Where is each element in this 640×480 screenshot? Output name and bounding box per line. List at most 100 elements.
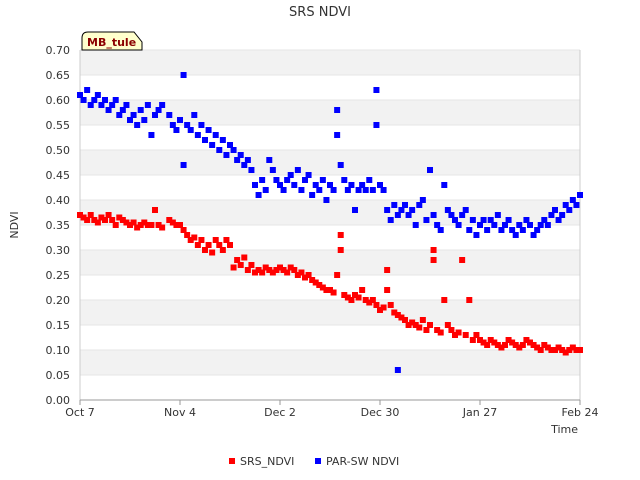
grid-band bbox=[80, 50, 580, 75]
data-point bbox=[544, 222, 551, 228]
data-point bbox=[377, 307, 383, 313]
data-point bbox=[512, 342, 519, 348]
data-point bbox=[212, 237, 219, 243]
grid-band bbox=[80, 225, 580, 250]
data-point bbox=[391, 309, 398, 316]
data-point bbox=[427, 167, 433, 173]
data-point bbox=[94, 92, 101, 98]
data-point bbox=[152, 112, 158, 118]
data-point bbox=[80, 97, 87, 103]
data-point bbox=[394, 212, 401, 218]
grid-band bbox=[80, 75, 580, 100]
data-point bbox=[280, 267, 287, 273]
data-point bbox=[337, 162, 344, 168]
data-point bbox=[227, 242, 233, 248]
data-point bbox=[384, 287, 391, 293]
data-point bbox=[373, 302, 380, 308]
x-axis: Oct 7 Nov 4 Dec 2 Dec 30 Jan 27 Feb 24 bbox=[65, 400, 598, 419]
data-point bbox=[223, 152, 230, 158]
data-point bbox=[77, 92, 83, 98]
data-point bbox=[516, 344, 523, 351]
data-point bbox=[537, 222, 544, 228]
y-tick-label: 0.35 bbox=[46, 219, 71, 232]
data-point bbox=[305, 172, 312, 178]
data-point bbox=[184, 232, 191, 238]
data-point bbox=[248, 262, 255, 268]
data-point bbox=[523, 217, 530, 223]
data-point bbox=[112, 97, 119, 103]
data-point bbox=[137, 107, 144, 113]
data-point bbox=[423, 327, 430, 333]
data-point bbox=[169, 219, 176, 226]
data-point bbox=[348, 297, 355, 303]
data-point bbox=[416, 324, 423, 331]
data-point bbox=[198, 122, 205, 128]
data-point bbox=[419, 317, 426, 323]
data-point bbox=[105, 107, 112, 113]
data-point bbox=[287, 172, 294, 178]
y-tick-label: 0.70 bbox=[46, 44, 71, 57]
data-point bbox=[448, 327, 455, 333]
data-point bbox=[530, 232, 537, 238]
data-point bbox=[91, 97, 98, 103]
data-point bbox=[330, 289, 337, 296]
x-tick-label: Nov 4 bbox=[164, 406, 196, 419]
data-point bbox=[441, 297, 448, 303]
data-point bbox=[491, 339, 498, 346]
data-point bbox=[566, 347, 573, 353]
data-point bbox=[484, 342, 491, 348]
x-tick-label: Oct 7 bbox=[65, 406, 95, 419]
data-point bbox=[444, 322, 451, 328]
legend-label: PAR-SW NDVI bbox=[326, 455, 399, 468]
data-point bbox=[123, 219, 130, 226]
data-point bbox=[248, 167, 255, 173]
data-point bbox=[519, 342, 526, 348]
data-point bbox=[198, 237, 205, 243]
data-point bbox=[216, 242, 223, 248]
data-point bbox=[287, 264, 294, 271]
data-point bbox=[319, 284, 326, 291]
site-badge: MB_tule bbox=[81, 31, 143, 51]
data-point bbox=[159, 224, 166, 231]
data-point bbox=[548, 347, 555, 353]
data-point bbox=[359, 287, 366, 293]
data-point bbox=[419, 197, 426, 203]
legend-label: SRS_NDVI bbox=[240, 455, 294, 468]
data-point bbox=[180, 227, 187, 233]
data-point bbox=[559, 347, 566, 353]
data-point bbox=[469, 217, 476, 223]
data-point bbox=[477, 337, 483, 343]
data-point bbox=[180, 72, 187, 78]
data-point bbox=[327, 287, 333, 293]
data-point bbox=[298, 269, 305, 276]
y-tick-label: 0.25 bbox=[46, 269, 71, 282]
data-point bbox=[394, 367, 401, 373]
data-point bbox=[177, 222, 183, 228]
data-point bbox=[309, 277, 316, 283]
data-point bbox=[319, 177, 326, 183]
data-point bbox=[259, 269, 266, 276]
data-point bbox=[155, 222, 162, 228]
data-point bbox=[262, 264, 269, 271]
data-point bbox=[373, 87, 380, 93]
grid-band bbox=[80, 150, 580, 175]
data-point bbox=[227, 142, 233, 148]
data-point bbox=[252, 182, 258, 188]
data-point bbox=[573, 202, 580, 208]
data-point bbox=[209, 142, 216, 148]
data-point bbox=[387, 302, 394, 308]
data-point bbox=[502, 342, 508, 348]
data-point bbox=[284, 269, 291, 276]
data-point bbox=[462, 207, 469, 213]
data-point bbox=[337, 232, 344, 238]
data-point bbox=[566, 207, 573, 213]
data-point bbox=[305, 272, 312, 278]
data-point bbox=[555, 344, 562, 351]
data-point bbox=[77, 212, 83, 218]
legend-swatch bbox=[315, 458, 321, 464]
data-point bbox=[137, 222, 144, 228]
data-point bbox=[262, 187, 269, 193]
data-point bbox=[291, 182, 298, 188]
data-point bbox=[230, 264, 237, 271]
